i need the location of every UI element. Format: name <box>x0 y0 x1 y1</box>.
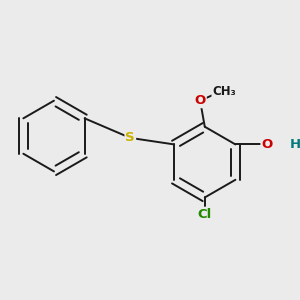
Text: S: S <box>125 131 135 144</box>
Text: O: O <box>261 138 273 151</box>
Text: CH₃: CH₃ <box>212 85 236 98</box>
Text: Cl: Cl <box>198 208 212 221</box>
Text: H: H <box>290 138 300 151</box>
Text: O: O <box>194 94 206 107</box>
